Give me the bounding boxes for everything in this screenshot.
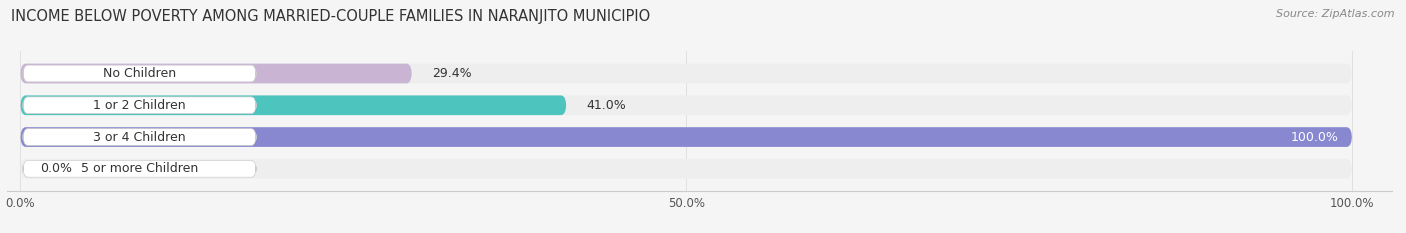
FancyBboxPatch shape (22, 65, 256, 82)
FancyBboxPatch shape (20, 64, 412, 83)
FancyBboxPatch shape (20, 64, 1353, 83)
Text: 100.0%: 100.0% (1291, 130, 1339, 144)
FancyBboxPatch shape (22, 129, 256, 145)
FancyBboxPatch shape (20, 96, 567, 115)
Text: No Children: No Children (103, 67, 176, 80)
FancyBboxPatch shape (20, 159, 1353, 179)
FancyBboxPatch shape (20, 127, 1353, 147)
Text: 41.0%: 41.0% (586, 99, 626, 112)
Text: 0.0%: 0.0% (41, 162, 72, 175)
FancyBboxPatch shape (20, 96, 1353, 115)
Text: 29.4%: 29.4% (432, 67, 471, 80)
Text: 3 or 4 Children: 3 or 4 Children (93, 130, 186, 144)
FancyBboxPatch shape (22, 97, 256, 114)
Text: INCOME BELOW POVERTY AMONG MARRIED-COUPLE FAMILIES IN NARANJITO MUNICIPIO: INCOME BELOW POVERTY AMONG MARRIED-COUPL… (11, 9, 651, 24)
Text: 1 or 2 Children: 1 or 2 Children (93, 99, 186, 112)
Text: 5 or more Children: 5 or more Children (82, 162, 198, 175)
FancyBboxPatch shape (20, 127, 1353, 147)
FancyBboxPatch shape (22, 161, 256, 177)
Text: Source: ZipAtlas.com: Source: ZipAtlas.com (1277, 9, 1395, 19)
